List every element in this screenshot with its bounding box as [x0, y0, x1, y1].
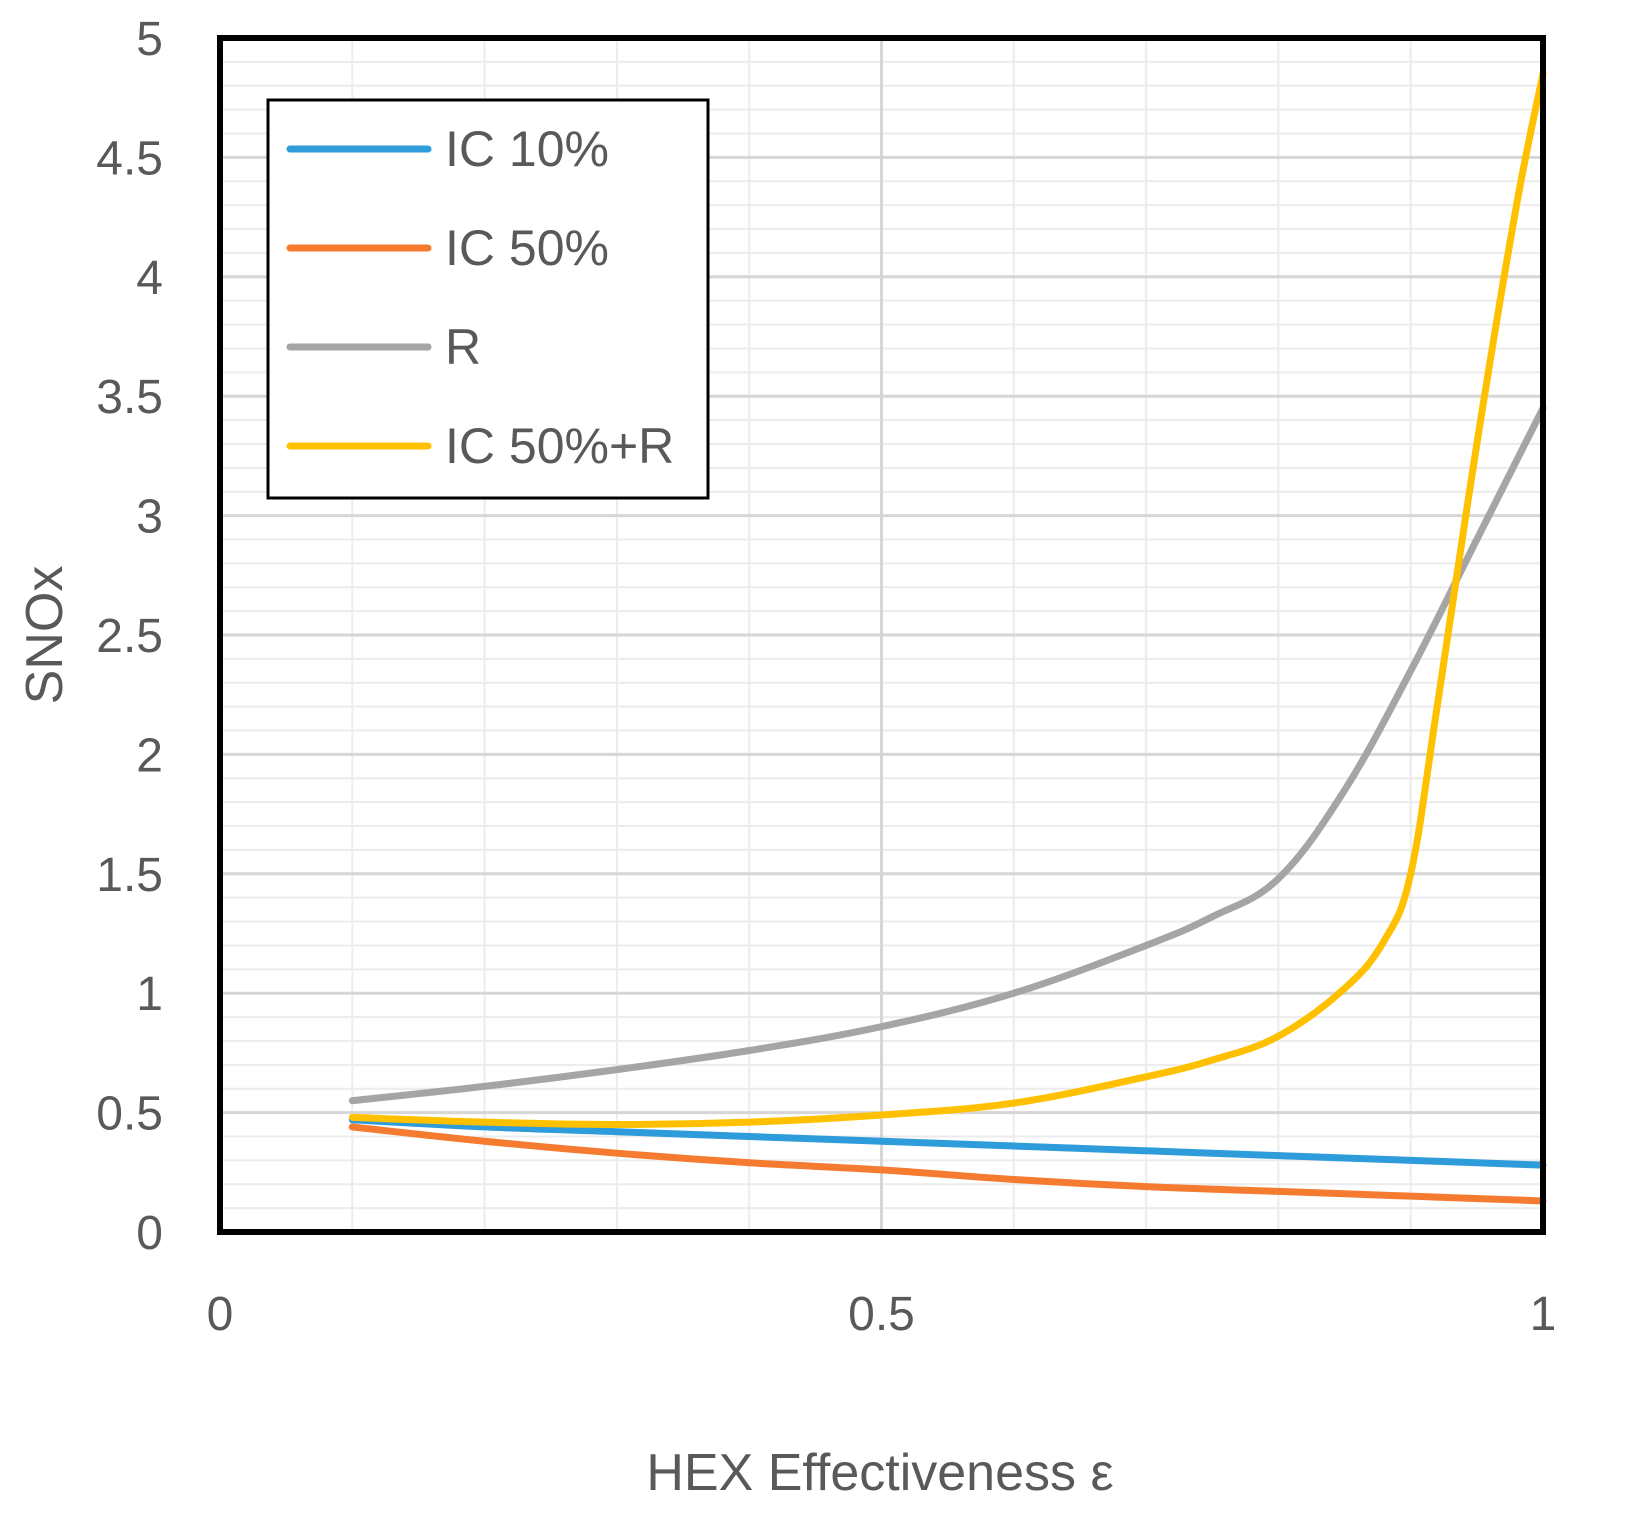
y-tick-label: 0: [136, 1207, 163, 1260]
y-tick-label: 0.5: [96, 1088, 163, 1141]
series-line-ic-50-r: [348, 70, 1547, 1129]
series-line-ic-10: [348, 1116, 1547, 1169]
y-tick-label: 2.5: [96, 610, 163, 663]
plot-border: [217, 35, 1546, 1235]
series-line-ic-50: [348, 1123, 1547, 1205]
y-tick-label: 1.5: [96, 849, 163, 902]
x-axis-tick-labels: 0 0.5 1: [207, 1288, 1557, 1341]
legend-label: IC 50%: [445, 220, 609, 276]
y-tick-label: 5: [136, 13, 163, 66]
x-axis-title: HEX Effectiveness ε: [646, 1444, 1113, 1502]
x-tick-label: 0: [207, 1288, 234, 1341]
y-tick-label: 2: [136, 729, 163, 782]
legend: IC 10% IC 50% R IC 50%+R: [266, 98, 710, 500]
y-axis-title: SNOx: [16, 566, 74, 705]
x-tick-label: 1: [1530, 1288, 1557, 1341]
legend-label: R: [445, 319, 481, 375]
legend-label: IC 10%: [445, 121, 609, 177]
series-lines: [348, 70, 1547, 1205]
y-tick-label: 3.5: [96, 371, 163, 424]
y-tick-label: 4: [136, 252, 163, 305]
legend-box: [266, 98, 710, 500]
x-tick-label: 0.5: [848, 1288, 915, 1341]
series-line-r: [348, 404, 1547, 1105]
y-tick-label: 4.5: [96, 132, 163, 185]
legend-label: IC 50%+R: [445, 418, 674, 474]
y-tick-label: 3: [136, 491, 163, 544]
y-tick-label: 1: [136, 968, 163, 1021]
y-axis-tick-labels: 0 0.5 1 1.5 2 2.5 3 3.5 4 4.5 5: [96, 13, 163, 1260]
